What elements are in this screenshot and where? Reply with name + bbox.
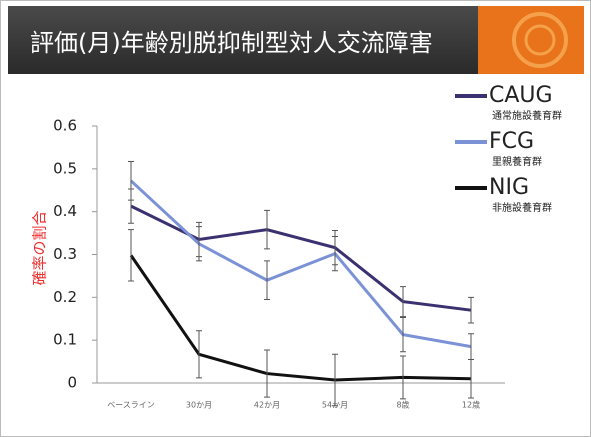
- y-tick-label: 0: [67, 374, 77, 392]
- error-bar: [400, 286, 406, 318]
- x-tick-label: 8歳: [396, 400, 409, 410]
- error-bar: [196, 330, 202, 379]
- error-bar: [332, 353, 338, 407]
- legend-note: 非施設養育群: [492, 201, 552, 214]
- x-tick-label: ベースライン: [107, 401, 155, 410]
- error-bar: [264, 349, 270, 398]
- error-bar: [400, 316, 406, 353]
- ornament-circle: [524, 24, 556, 56]
- legend-note: 里親養育群: [492, 155, 542, 168]
- y-tick-label: 0.5: [53, 159, 77, 177]
- error-bar: [468, 358, 474, 399]
- y-tick-label: 0.6: [53, 117, 77, 135]
- error-bar: [264, 209, 270, 250]
- series-line: [129, 254, 472, 382]
- error-bar: [128, 229, 134, 282]
- error-bar: [264, 260, 270, 300]
- ornament-circle: [512, 12, 568, 68]
- y-tick-label: 0.2: [53, 288, 77, 306]
- error-bar: [196, 226, 202, 262]
- legend-label: CAUG: [489, 83, 553, 108]
- chart-title: 評価(月)年齢別脱抑制型対人交流障害: [30, 29, 433, 57]
- y-tick-label: 0.1: [53, 331, 77, 349]
- error-bar: [468, 296, 474, 324]
- header-bar: [8, 6, 478, 74]
- error-bar: [400, 355, 406, 400]
- series-line: [129, 179, 472, 349]
- legend-label: NIG: [489, 175, 529, 200]
- x-tick-label: 12歳: [462, 400, 480, 410]
- error-bar: [332, 236, 338, 272]
- y-tick-label: 0.4: [53, 202, 77, 220]
- y-axis-label: 確率の割合: [31, 210, 49, 285]
- legend-label: FCG: [489, 129, 534, 154]
- x-tick-label: 42か月: [254, 401, 280, 410]
- error-bar: [128, 161, 134, 201]
- y-tick-label: 0.3: [53, 245, 77, 263]
- legend-note: 通常施設養育群: [492, 109, 562, 122]
- x-tick-label: 30か月: [186, 401, 212, 410]
